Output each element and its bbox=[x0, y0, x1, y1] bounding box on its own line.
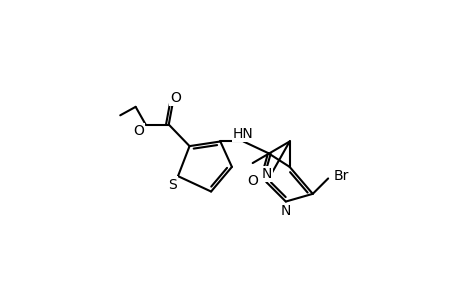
Text: Br: Br bbox=[333, 169, 348, 183]
Text: HN: HN bbox=[233, 127, 253, 141]
Text: S: S bbox=[168, 178, 177, 192]
Text: N: N bbox=[261, 167, 271, 181]
Text: O: O bbox=[133, 124, 144, 138]
Text: O: O bbox=[170, 91, 181, 105]
Text: O: O bbox=[247, 174, 257, 188]
Text: N: N bbox=[280, 204, 291, 218]
